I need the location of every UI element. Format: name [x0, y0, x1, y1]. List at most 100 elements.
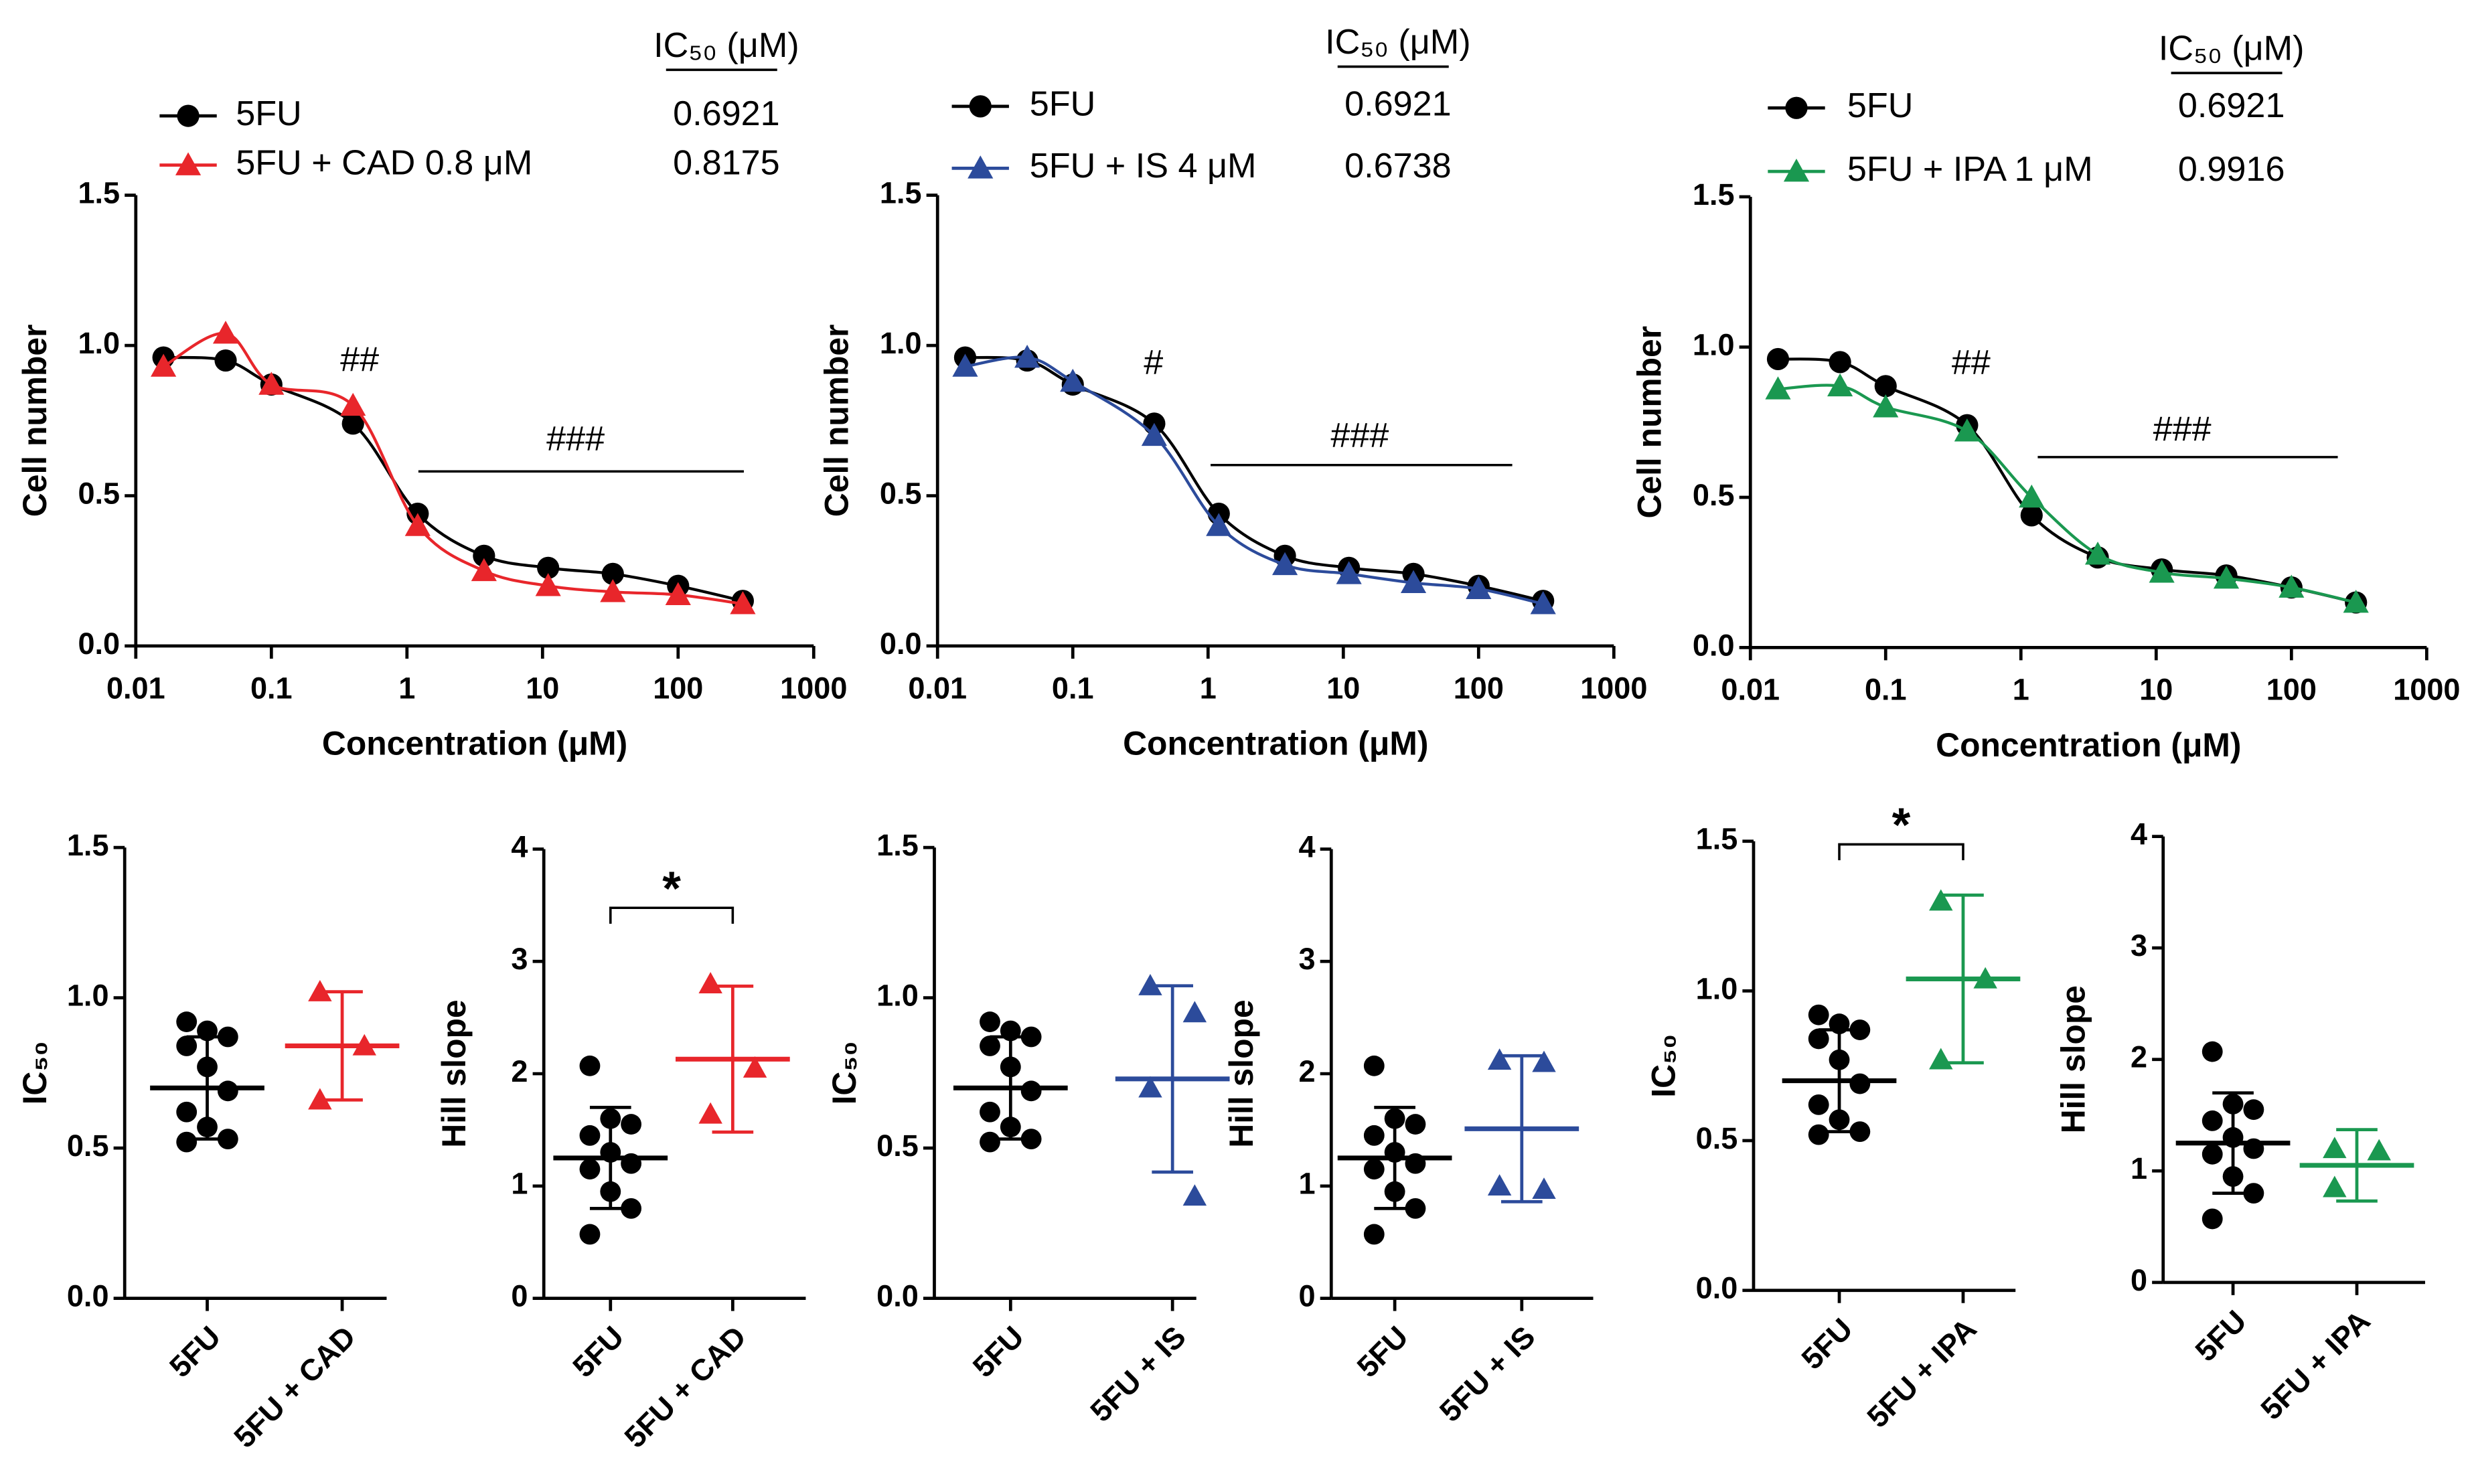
x-tick-label: 5FU + IS [1083, 1319, 1192, 1428]
y-tick-label: 1.0 [67, 979, 109, 1013]
point [2201, 1208, 2223, 1230]
point [2020, 504, 2043, 527]
point [698, 1102, 722, 1124]
legend-ic50: 0.6921 [1344, 85, 1452, 124]
x-tick-label: 100 [2266, 673, 2317, 707]
y-tick-label: 0.5 [67, 1129, 109, 1163]
point [1014, 344, 1040, 368]
point [341, 412, 364, 435]
x-tick-label: 5FU + CAD [618, 1319, 753, 1455]
point [980, 1036, 1000, 1056]
legend-ic50: 0.9916 [2178, 150, 2285, 189]
point [176, 1131, 198, 1153]
legend-marker [1785, 96, 1808, 119]
y-axis-title: IC₅₀ [1645, 1034, 1683, 1098]
point [535, 573, 561, 596]
y-tick-label: 0.5 [78, 476, 120, 510]
point [1020, 1129, 1042, 1150]
y-tick-label: 0.5 [1693, 478, 1735, 512]
point [2323, 1175, 2347, 1198]
x-tick-label: 1000 [1580, 671, 1647, 705]
x-tick-label: 0.1 [1052, 671, 1094, 705]
curve [965, 355, 1544, 602]
legend-ic50: 0.6921 [2178, 86, 2285, 125]
point [1487, 1174, 1512, 1196]
curve [965, 355, 1544, 606]
legend-header: IC₅₀ (μM) [653, 26, 799, 65]
y-tick-label: 3 [1298, 942, 1315, 976]
point [404, 513, 431, 536]
point [151, 353, 177, 377]
x-tick-label: 1 [1200, 671, 1217, 705]
x-tick-label: 100 [653, 671, 703, 705]
point [980, 1011, 1000, 1032]
point [1954, 418, 1980, 442]
y-tick-label: 0.0 [880, 627, 922, 661]
y-tick-label: 2 [1298, 1054, 1315, 1088]
point [308, 1088, 332, 1110]
point [176, 1101, 198, 1123]
y-tick-label: 1.5 [67, 828, 109, 862]
point [471, 558, 497, 582]
y-tick-label: 1.0 [1696, 971, 1738, 1005]
point [1363, 1224, 1385, 1245]
x-tick-label: 0.01 [908, 671, 967, 705]
point [1405, 1114, 1426, 1135]
point [1849, 1073, 1871, 1094]
x-tick-label: 5FU + IPA [2254, 1303, 2376, 1426]
point [579, 1159, 601, 1180]
point [1141, 422, 1167, 446]
x-tick-label: 0.01 [1721, 673, 1780, 707]
x-tick-label: 5FU [566, 1319, 630, 1384]
y-tick-label: 0.0 [876, 1279, 919, 1313]
point [2367, 1139, 2391, 1161]
point [952, 353, 978, 377]
point [1466, 576, 1492, 600]
legend-ic50: 0.6921 [673, 94, 780, 133]
x-tick-label: 5FU [966, 1319, 1030, 1384]
point [1138, 1076, 1162, 1098]
legend-label: 5FU [236, 94, 302, 133]
point [258, 372, 285, 395]
point [1808, 1028, 1829, 1050]
y-tick-label: 0.0 [67, 1279, 109, 1313]
point [1766, 347, 1790, 371]
point [1020, 1026, 1042, 1048]
y-tick-label: 0.0 [1696, 1271, 1738, 1305]
y-axis-title: Cell number [16, 325, 54, 517]
x-axis-title: Concentration (μM) [322, 725, 627, 762]
legend-marker [969, 95, 992, 118]
point [600, 579, 626, 602]
y-tick-label: 4 [1298, 829, 1315, 863]
y-axis-title: IC₅₀ [826, 1041, 863, 1104]
point [473, 544, 495, 567]
x-tick-label: 10 [2139, 673, 2173, 707]
significance: * [662, 862, 681, 915]
point [1363, 1159, 1385, 1180]
x-tick-label: 5FU + IS [1433, 1319, 1542, 1428]
significance: ### [546, 420, 605, 459]
point [2278, 574, 2305, 598]
legend-marker [177, 104, 200, 127]
x-tick-label: 5FU + CAD [227, 1319, 362, 1455]
y-tick-label: 1.5 [1693, 177, 1735, 212]
point [980, 1131, 1000, 1153]
x-tick-label: 100 [1454, 671, 1504, 705]
point [1182, 1184, 1207, 1206]
y-axis-title: IC₅₀ [16, 1041, 54, 1104]
curve [163, 355, 743, 602]
legend-label: 5FU + IS 4 μM [1030, 147, 1257, 185]
y-axis-title: Hill slope [1223, 999, 1260, 1147]
y-tick-label: 1.5 [78, 176, 120, 210]
y-tick-label: 1.0 [880, 326, 922, 360]
point [743, 1056, 767, 1078]
y-tick-label: 0.5 [876, 1129, 919, 1163]
y-tick-label: 0 [511, 1279, 528, 1313]
y-tick-label: 4 [511, 829, 528, 863]
y-axis-title: Cell number [818, 325, 855, 517]
point [2019, 484, 2045, 508]
point [2201, 1143, 2223, 1165]
x-tick-label: 5FU [2189, 1303, 2253, 1368]
